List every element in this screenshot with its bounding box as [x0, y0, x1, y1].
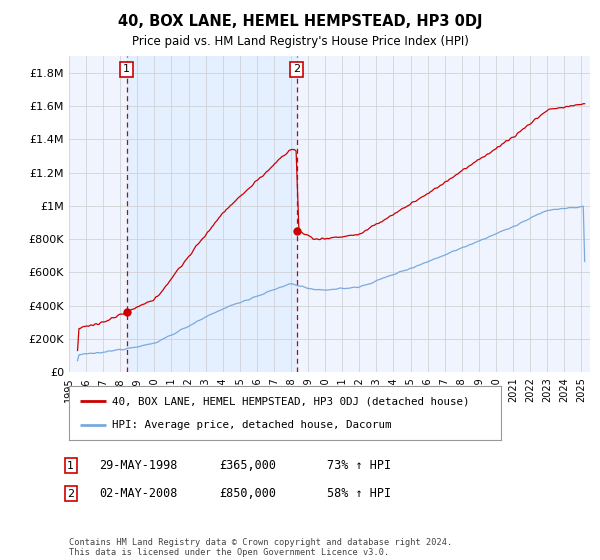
Text: 73% ↑ HPI: 73% ↑ HPI	[327, 459, 391, 473]
Text: 1: 1	[123, 64, 130, 74]
Text: 40, BOX LANE, HEMEL HEMPSTEAD, HP3 0DJ: 40, BOX LANE, HEMEL HEMPSTEAD, HP3 0DJ	[118, 14, 482, 29]
Text: £365,000: £365,000	[219, 459, 276, 473]
Text: 58% ↑ HPI: 58% ↑ HPI	[327, 487, 391, 501]
Text: HPI: Average price, detached house, Dacorum: HPI: Average price, detached house, Daco…	[112, 419, 392, 430]
Text: 02-MAY-2008: 02-MAY-2008	[99, 487, 178, 501]
Text: 40, BOX LANE, HEMEL HEMPSTEAD, HP3 0DJ (detached house): 40, BOX LANE, HEMEL HEMPSTEAD, HP3 0DJ (…	[112, 396, 470, 407]
Text: Price paid vs. HM Land Registry's House Price Index (HPI): Price paid vs. HM Land Registry's House …	[131, 35, 469, 48]
Text: £850,000: £850,000	[219, 487, 276, 501]
Text: Contains HM Land Registry data © Crown copyright and database right 2024.
This d: Contains HM Land Registry data © Crown c…	[69, 538, 452, 557]
Bar	[127, 56, 296, 372]
Text: 2: 2	[293, 64, 300, 74]
Text: 2: 2	[67, 489, 74, 499]
Text: 1: 1	[67, 461, 74, 471]
Text: 29-MAY-1998: 29-MAY-1998	[99, 459, 178, 473]
